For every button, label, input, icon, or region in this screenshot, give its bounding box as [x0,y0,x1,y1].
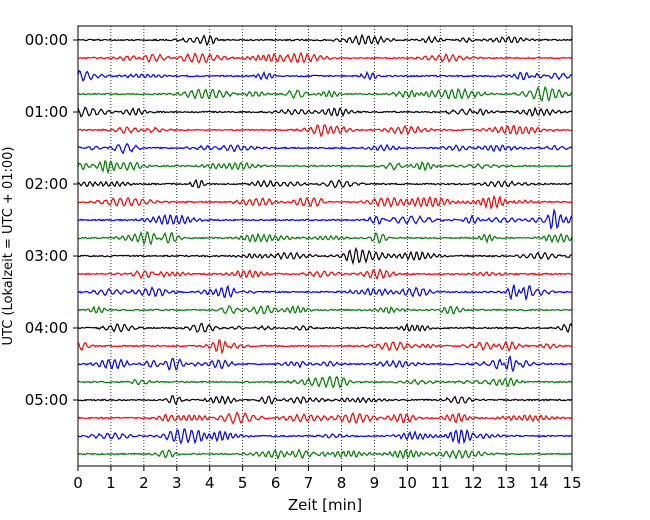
seismic-trace [77,106,573,118]
x-axis-ticks: 0 1 2 3 4 5 6 7 8 9 10 11 12 13 14 15 [73,466,582,492]
seismic-trace [77,267,573,281]
seismic-trace [77,178,573,189]
seismic-trace [77,142,573,155]
x-tick-label: 3 [172,474,182,492]
x-tick-label: 7 [304,474,314,492]
plot-frame [77,25,573,467]
x-axis-label: Zeit [min] [288,496,362,514]
x-tick-label: 1 [106,474,116,492]
y-tick-label: 04:00 [25,319,68,337]
seismic-trace [77,304,573,315]
x-tick-label: 6 [271,474,281,492]
seismic-trace [77,85,573,103]
x-tick-label: 15 [562,474,581,492]
x-tick-label: 14 [530,474,549,492]
seismic-trace [77,322,573,334]
y-tick-label: 03:00 [25,247,68,265]
y-axis-label: UTC (Lokalzeit = UTC + 01:00) [1,147,16,346]
y-axis-ticks: 00:00 01:00 02:00 03:00 04:00 05:00 [25,31,78,409]
x-tick-label: 4 [205,474,215,492]
x-tick-label: 0 [73,474,83,492]
plot-background [78,26,572,466]
y-tick-label: 02:00 [25,175,68,193]
x-tick-label: 12 [464,474,483,492]
x-tick-label: 11 [431,474,450,492]
seismic-trace [77,230,573,246]
y-tick-label: 00:00 [25,31,68,49]
seismic-trace [77,448,573,461]
seismic-trace [77,411,573,425]
x-tick-label: 8 [337,474,347,492]
seismic-trace [77,354,573,373]
seismic-traces [77,33,573,461]
seismic-trace [77,284,573,302]
y-tick-label: 01:00 [25,103,68,121]
seismic-trace [77,51,573,64]
seismic-trace [77,395,573,406]
seismic-trace [77,33,573,47]
seismic-trace [77,375,573,389]
seismic-trace [77,70,573,82]
seismic-trace [77,246,573,266]
y-tick-label: 05:00 [25,391,68,409]
seismic-trace [77,428,573,446]
seismic-trace [77,194,573,210]
x-tick-label: 5 [238,474,248,492]
seismic-trace [77,339,573,355]
x-tick-label: 2 [139,474,149,492]
vertical-gridlines [110,26,540,466]
x-tick-label: 13 [497,474,516,492]
seismic-trace [77,208,573,231]
seismic-trace [77,159,573,175]
seismic-trace [77,124,573,138]
x-tick-label: 9 [370,474,380,492]
x-tick-label: 10 [398,474,417,492]
